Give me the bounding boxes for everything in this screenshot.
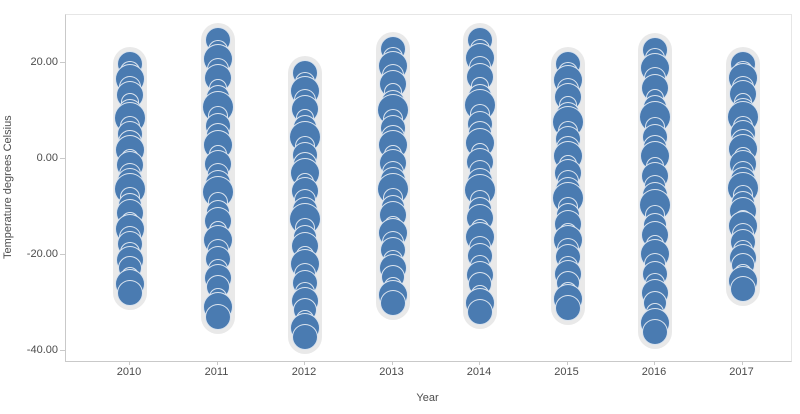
- x-tick-label: 2011: [204, 366, 229, 378]
- scatter-point[interactable]: [117, 279, 143, 306]
- plot-area[interactable]: [65, 14, 792, 362]
- scatter-point[interactable]: [379, 289, 406, 316]
- scatter-point[interactable]: [641, 73, 669, 102]
- x-axis-tick: [216, 361, 218, 365]
- x-tick-label: 2015: [554, 366, 579, 378]
- y-axis-tick: [60, 350, 65, 352]
- x-axis-tick: [304, 361, 305, 365]
- x-tick-label: 2014: [466, 366, 492, 378]
- y-tick-label: 20.00: [30, 56, 58, 69]
- y-tick-label: -40.00: [26, 344, 58, 357]
- y-tick-label: -20.00: [26, 248, 58, 261]
- x-axis-tick: [566, 361, 568, 365]
- x-tick-label: 2017: [729, 366, 754, 378]
- y-axis-tick: [60, 254, 65, 256]
- x-axis-tick: [391, 361, 393, 365]
- x-axis-title: Year: [416, 392, 439, 404]
- x-axis-tick: [654, 361, 655, 365]
- y-tick-label: 0.00: [36, 152, 58, 165]
- scatter-point[interactable]: [466, 62, 494, 91]
- y-axis-tick: [60, 62, 65, 64]
- scatter-point[interactable]: [642, 318, 668, 345]
- x-tick-label: 2013: [379, 366, 404, 378]
- x-tick-label: 2012: [291, 366, 317, 378]
- scatter-point[interactable]: [554, 294, 581, 321]
- x-axis-tick: [129, 361, 130, 365]
- scatter-point[interactable]: [204, 303, 231, 330]
- x-tick-label: 2016: [641, 366, 667, 378]
- x-axis-tick: [741, 361, 743, 365]
- y-axis-tick: [60, 158, 65, 160]
- scatter-point[interactable]: [292, 323, 318, 350]
- scatter-point[interactable]: [467, 299, 493, 326]
- x-tick-label: 2010: [116, 366, 142, 378]
- scatter-point[interactable]: [729, 275, 756, 302]
- x-axis-tick: [479, 361, 480, 365]
